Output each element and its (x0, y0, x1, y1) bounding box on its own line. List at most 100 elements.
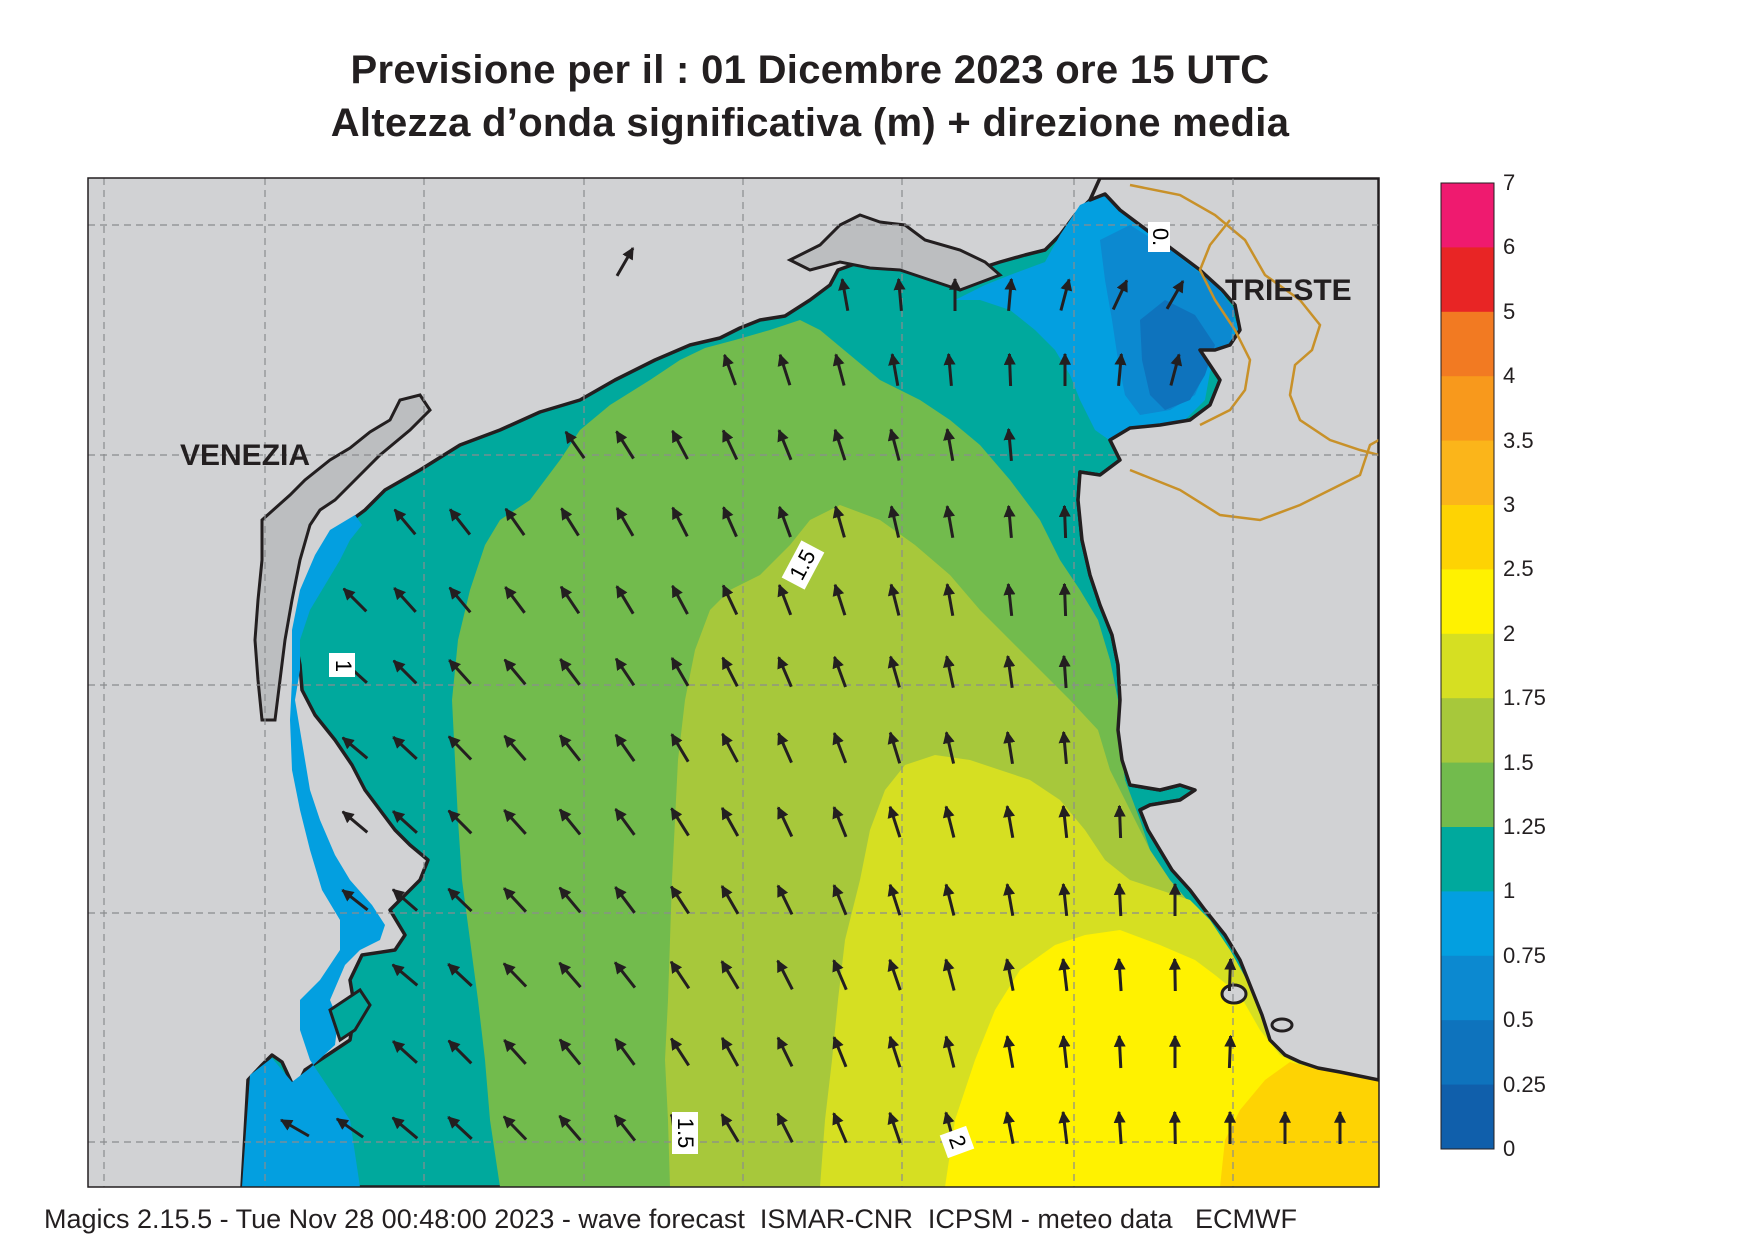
wave-direction-arrow (1113, 882, 1126, 917)
wave-direction-arrow (777, 353, 792, 386)
wave-direction-arrow (335, 1117, 364, 1139)
wave-direction-arrow (832, 959, 848, 991)
wave-direction-arrow (504, 586, 526, 614)
wave-direction-arrow (502, 962, 528, 988)
wave-direction-arrow (391, 1116, 419, 1140)
wave-direction-arrow (1168, 1110, 1181, 1145)
wave-direction-arrow (887, 883, 902, 916)
wave-direction-arrow (1165, 280, 1185, 310)
map-title: Previsione per il : 01 Dicembre 2023 ore… (350, 48, 1270, 92)
wave-direction-arrow (448, 586, 472, 614)
wave-direction-arrow (613, 961, 637, 989)
wave-direction-arrow (564, 430, 586, 459)
wave-direction-arrow (943, 352, 956, 387)
wave-direction-arrow (392, 1040, 418, 1064)
wave-direction-arrow (615, 507, 635, 537)
wave-direction-arrow (502, 1115, 528, 1141)
legend-tick-label: 1.75 (1503, 685, 1546, 711)
wave-direction-arrow (393, 587, 417, 613)
wave-direction-arrow (448, 659, 472, 685)
wave-direction-arrow (1169, 353, 1183, 386)
footer-credits: Magics 2.15.5 - Tue Nov 28 00:48:00 2023… (44, 1204, 1297, 1234)
wave-direction-arrow (776, 1036, 794, 1068)
wave-direction-arrow (670, 807, 690, 837)
contour-band-2.5 (1220, 1062, 1379, 1187)
wave-direction-arrow (1058, 504, 1071, 539)
wave-direction-arrow (558, 886, 582, 914)
island (1270, 1017, 1294, 1033)
wave-direction-arrow (1003, 655, 1016, 689)
wave-direction-arrow (341, 810, 369, 834)
legend-color-bar (1441, 183, 1494, 1150)
wave-direction-arrow (615, 585, 635, 615)
graticule (88, 178, 1379, 1187)
city-label-trieste: TRIESTE (1225, 274, 1352, 307)
wave-direction-arrow (1058, 1110, 1071, 1145)
wave-direction-arrow (503, 887, 527, 913)
wave-direction-arrow (832, 731, 848, 764)
wave-direction-arrow (558, 1038, 582, 1066)
wave-direction-arrow (832, 353, 846, 386)
wave-direction-arrow (1168, 957, 1181, 992)
legend-tick-label: 2 (1503, 620, 1516, 646)
wave-direction-arrow (447, 963, 473, 987)
wave-direction-arrow (887, 731, 902, 764)
wave-direction-arrow (1058, 1034, 1071, 1069)
wave-direction-arrow (720, 885, 740, 915)
wave-direction-arrow (614, 1038, 636, 1066)
wave-direction-arrow (1113, 1110, 1126, 1145)
legend-swatch (1441, 827, 1494, 892)
istria-land (1076, 178, 1379, 1082)
legend-swatch (1441, 955, 1494, 1021)
wave-direction-arrow (1058, 582, 1071, 617)
wave-direction-arrow (613, 1114, 637, 1142)
city-label-venezia: VENEZIA (180, 439, 310, 472)
wave-direction-arrow (447, 887, 473, 913)
contour-label: 1.5 (672, 1112, 698, 1154)
wave-direction-arrow (558, 734, 582, 762)
wave-direction-arrow (777, 732, 793, 764)
legend-tick-label: 1 (1503, 878, 1516, 904)
wave-direction-arrow (558, 808, 582, 836)
wave-direction-arrow (1003, 582, 1016, 617)
legend-frame (1440, 182, 1495, 1150)
legend-swatch (1441, 1020, 1494, 1086)
wave-direction-arrow (1003, 427, 1016, 462)
wave-direction-arrow (670, 885, 690, 915)
wave-direction-arrow (1003, 1111, 1015, 1144)
wave-direction-arrow (671, 429, 689, 460)
wave-direction-arrow (671, 584, 689, 615)
wave-direction-arrow (670, 657, 690, 687)
legend-tick-label: 7 (1503, 170, 1516, 195)
wave-direction-arrow (1003, 958, 1015, 991)
map-frame (87, 177, 1380, 1188)
wave-direction-arrow (392, 659, 418, 685)
wave-direction-arrow (720, 1113, 740, 1143)
wave-direction-arrow (342, 587, 368, 613)
wave-direction-arrow (503, 734, 527, 762)
wave-direction-arrow (943, 583, 955, 617)
island (1220, 983, 1248, 1005)
wave-direction-arrow (615, 430, 635, 460)
contour-label-text: 1.5 (673, 1118, 698, 1149)
wave-direction-arrow (615, 247, 635, 277)
wave-direction-arrow (721, 732, 739, 763)
legend-swatch (1441, 633, 1494, 699)
wave-direction-arrow (503, 809, 527, 835)
legend-tick-label: 0.5 (1503, 1007, 1534, 1033)
wave-direction-arrow (614, 657, 636, 687)
legend-swatch (1441, 891, 1494, 957)
wave-direction-arrow (391, 963, 419, 987)
wave-direction-arrow (832, 505, 846, 538)
wave-direction-arrow (1003, 883, 1015, 917)
legend-tick-label: 0 (1503, 1136, 1516, 1161)
wave-direction-arrow (1003, 352, 1016, 387)
wave-direction-arrow (448, 508, 472, 536)
legend-tick-label: 2.5 (1503, 556, 1534, 582)
legend-swatch (1441, 1084, 1494, 1150)
wave-direction-arrow (503, 1039, 527, 1065)
wave-direction-arrow (832, 806, 848, 838)
legend-swatch (1441, 569, 1494, 635)
wave-direction-arrow (721, 656, 739, 687)
